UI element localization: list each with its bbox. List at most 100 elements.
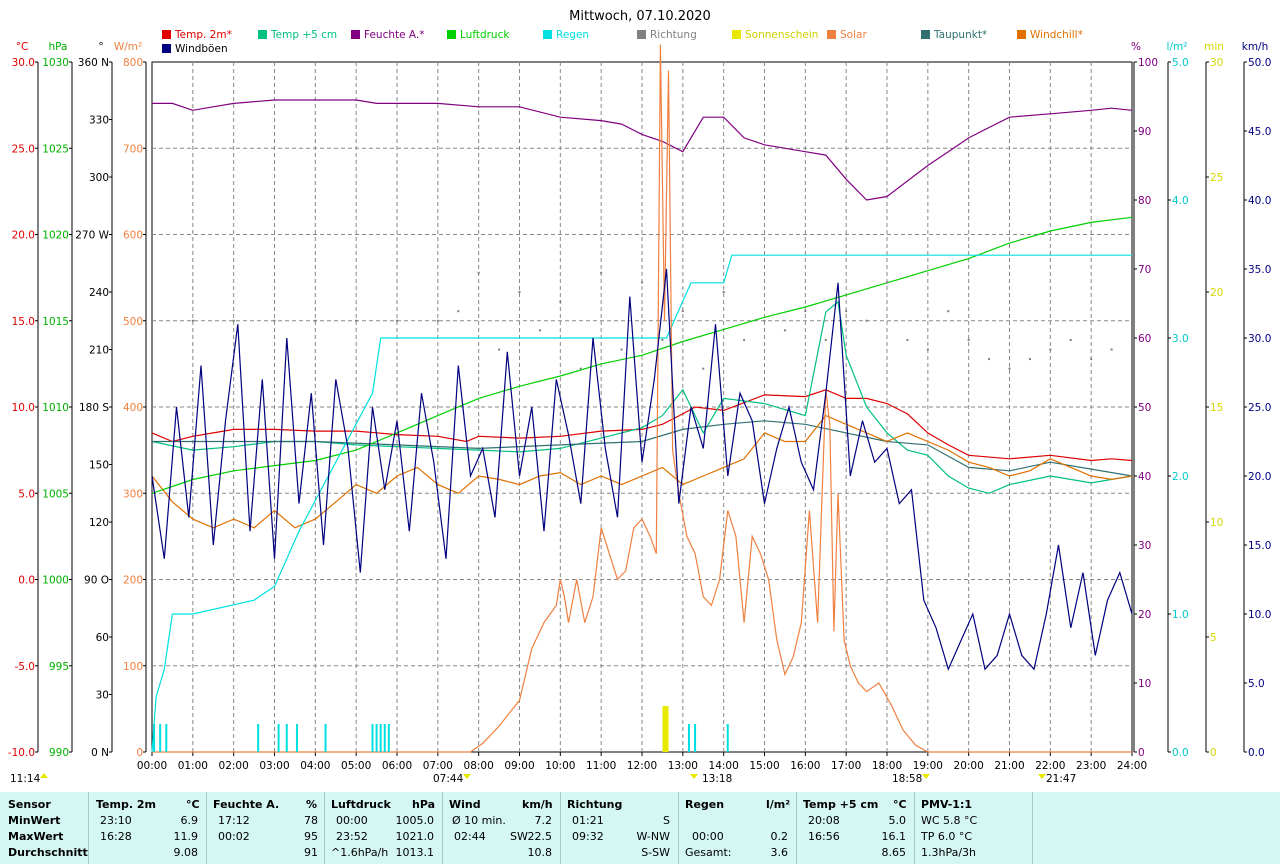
wind-tick-label: 5.0 — [1248, 678, 1265, 690]
stats-temp5-min: 5.0 — [888, 814, 907, 827]
sun-tick-label: 25 — [1210, 172, 1223, 184]
legend-swatch — [351, 30, 360, 39]
press-tick-label: 1000 — [42, 575, 69, 587]
press-tick-label: 1030 — [42, 57, 69, 69]
direction-point — [457, 310, 460, 313]
direction-point — [1090, 358, 1093, 361]
direction-point — [824, 338, 827, 341]
rain-event-mark — [285, 724, 288, 752]
stats-max-label: MaxWert — [8, 830, 64, 843]
dir-tick-label: 240 — [89, 287, 109, 299]
x-tick-label: 07:00 — [423, 760, 453, 772]
dir-tick-label: 270 W — [75, 230, 109, 242]
direction-point — [355, 319, 358, 322]
press-tick-label: 1005 — [42, 488, 69, 500]
legend-label: Regen — [556, 29, 589, 41]
sunshine-bar — [662, 706, 667, 752]
direction-point — [232, 319, 235, 322]
legend-label: Sonnenschein — [745, 29, 818, 41]
wind-tick-label: 50.0 — [1248, 57, 1271, 69]
legend-swatch — [921, 30, 930, 39]
legend-label: Taupunkt* — [933, 29, 987, 41]
direction-point — [436, 319, 439, 322]
x-tick-label: 05:00 — [341, 760, 371, 772]
rain-event-mark — [694, 724, 697, 752]
x-tick-label: 06:00 — [382, 760, 412, 772]
stats-temp5-title: Temp +5 cm — [803, 798, 879, 811]
direction-point — [538, 329, 541, 332]
stats-temp5-max: 16.1 — [881, 830, 907, 843]
stats-feuchte-unit: % — [306, 798, 318, 811]
legend-swatch — [258, 30, 267, 39]
legend-swatch — [732, 30, 741, 39]
stats-feuchte-max-time: 00:02 — [218, 830, 250, 843]
solar-tick-label: 200 — [123, 575, 143, 587]
direction-point — [783, 329, 786, 332]
x-tick-label: 19:00 — [913, 760, 943, 772]
temp-tick-label: 20.0 — [12, 230, 35, 242]
hum-tick-label: 50 — [1138, 402, 1151, 414]
direction-point — [559, 300, 562, 303]
sunshine-bar — [664, 706, 669, 752]
dir-tick-label: 300 — [89, 172, 109, 184]
stats-feuchte-min-time: 17:12 — [218, 814, 250, 827]
hum-tick-label: 60 — [1138, 333, 1151, 345]
direction-point — [967, 338, 970, 341]
direction-point — [845, 310, 848, 313]
stats-richtung-min: S — [663, 814, 670, 827]
legend-label: Feuchte A.* — [364, 29, 425, 41]
direction-point — [763, 319, 766, 322]
chart-title: Mittwoch, 07.10.2020 — [569, 9, 711, 24]
stats-min-label: MinWert — [8, 814, 61, 827]
stats-temp2m-title: Temp. 2m — [96, 798, 156, 811]
direction-point — [1110, 348, 1113, 351]
direction-point — [804, 310, 807, 313]
series-taupunkt- — [152, 420, 1133, 477]
wind-tick-label: 30.0 — [1248, 333, 1271, 345]
press-unit-label: hPa — [49, 41, 68, 53]
direction-point — [518, 291, 521, 293]
solar-tick-label: 300 — [123, 488, 143, 500]
x-tick-label: 01:00 — [178, 760, 208, 772]
temp-tick-label: -10.0 — [8, 747, 35, 759]
rain-event-mark — [295, 724, 298, 752]
stats-luftdruck-unit: hPa — [412, 798, 436, 811]
x-tick-label: 03:00 — [259, 760, 289, 772]
stats-wind-max-dir: SW — [510, 830, 528, 843]
stats-feuchte-title: Feuchte A. — [213, 798, 280, 811]
legend-swatch — [637, 30, 646, 39]
stats-sensor-label: Sensor — [8, 798, 51, 811]
stats-feuchte-max: 95 — [304, 830, 318, 843]
rain-tick-label: 3.0 — [1172, 333, 1189, 345]
rain-event-mark — [387, 724, 390, 752]
direction-point — [641, 281, 643, 284]
stats-temp5-avg: 8.65 — [881, 846, 907, 859]
stats-wind-title: Wind — [449, 798, 481, 811]
direction-point — [600, 271, 603, 274]
stats-richtung-avg: S-SW — [641, 846, 670, 859]
rain-tick-label: 1.0 — [1172, 609, 1189, 621]
dir-tick-label: 210 — [89, 345, 109, 357]
direction-point — [1069, 338, 1072, 341]
hum-tick-label: 0 — [1138, 747, 1145, 759]
x-tick-label: 21:00 — [994, 760, 1024, 772]
dir-tick-label: 180 S — [79, 402, 109, 414]
dir-tick-label: 360 N — [78, 57, 109, 69]
stats-richtung-title: Richtung — [567, 798, 623, 811]
wind-tick-label: 40.0 — [1248, 195, 1271, 207]
stats-wind-unit: km/h — [522, 798, 553, 811]
stats-richtung-max: W-NW — [636, 830, 670, 843]
stats-regen-unit: l/m² — [766, 798, 791, 811]
wind-tick-label: 35.0 — [1248, 264, 1271, 276]
direction-point — [926, 348, 929, 351]
rain-event-mark — [371, 724, 374, 752]
stats-feuchte-min: 78 — [304, 814, 318, 827]
rain-tick-label: 5.0 — [1172, 57, 1189, 69]
series-solar — [152, 44, 1132, 753]
hum-tick-label: 10 — [1138, 678, 1151, 690]
stats-regen-max: 0.2 — [770, 830, 789, 843]
series-feuchte-a- — [152, 99, 1133, 201]
dir-tick-label: 90 O — [84, 575, 109, 587]
direction-point — [477, 271, 480, 274]
stats-regen-max-time: 00:00 — [692, 830, 724, 843]
